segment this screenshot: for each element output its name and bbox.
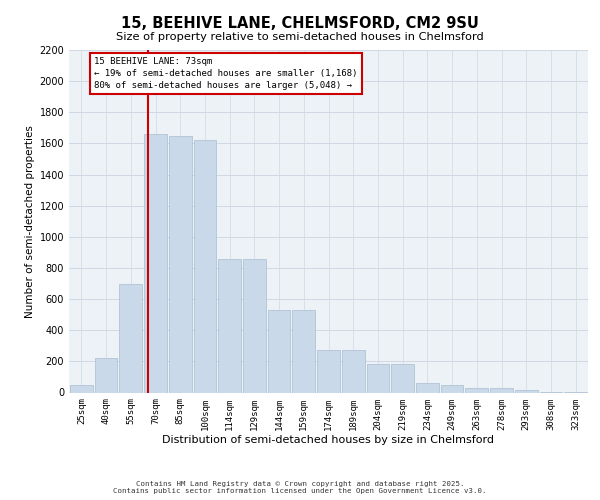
Bar	[416, 383, 439, 392]
Bar	[70, 384, 93, 392]
Bar	[342, 350, 365, 393]
Bar	[95, 358, 118, 392]
Bar	[119, 284, 142, 393]
Bar	[441, 385, 463, 392]
Bar	[144, 134, 167, 392]
Text: 15, BEEHIVE LANE, CHELMSFORD, CM2 9SU: 15, BEEHIVE LANE, CHELMSFORD, CM2 9SU	[121, 16, 479, 32]
Y-axis label: Number of semi-detached properties: Number of semi-detached properties	[25, 125, 35, 318]
Text: Contains HM Land Registry data © Crown copyright and database right 2025.
Contai: Contains HM Land Registry data © Crown c…	[113, 481, 487, 494]
Bar	[218, 260, 241, 392]
Text: Size of property relative to semi-detached houses in Chelmsford: Size of property relative to semi-detach…	[116, 32, 484, 42]
Bar	[391, 364, 414, 392]
Bar	[292, 310, 315, 392]
Bar	[268, 310, 290, 392]
X-axis label: Distribution of semi-detached houses by size in Chelmsford: Distribution of semi-detached houses by …	[163, 435, 494, 445]
Bar	[515, 390, 538, 392]
Bar	[243, 260, 266, 392]
Bar	[466, 388, 488, 392]
Bar	[317, 350, 340, 393]
Bar	[367, 364, 389, 392]
Text: 15 BEEHIVE LANE: 73sqm
← 19% of semi-detached houses are smaller (1,168)
80% of : 15 BEEHIVE LANE: 73sqm ← 19% of semi-det…	[94, 57, 358, 90]
Bar	[169, 136, 191, 392]
Bar	[490, 388, 513, 392]
Bar	[194, 140, 216, 392]
